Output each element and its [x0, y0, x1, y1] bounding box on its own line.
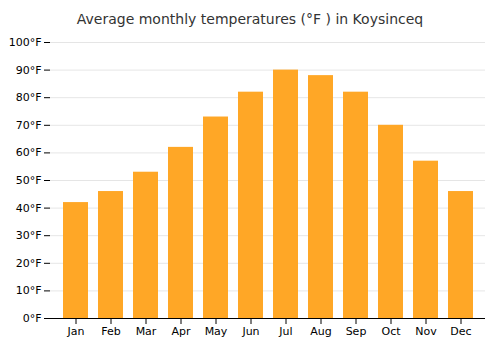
svg-text:Aug: Aug — [310, 325, 331, 338]
svg-text:30°F: 30°F — [16, 229, 42, 242]
svg-text:20°F: 20°F — [16, 257, 42, 270]
svg-text:50°F: 50°F — [16, 174, 42, 187]
svg-text:100°F: 100°F — [9, 36, 42, 49]
svg-text:Nov: Nov — [415, 325, 437, 338]
svg-text:Apr: Apr — [171, 325, 191, 338]
html-text:Average monthly temperatures (: Average monthly temperatures (°F ) in Ko… — [76, 11, 424, 27]
svg-text:60°F: 60°F — [16, 146, 42, 159]
svg-text:40°F: 40°F — [16, 202, 42, 215]
svg-text:Sep: Sep — [346, 325, 367, 338]
svg-text:0°F: 0°F — [23, 312, 42, 325]
svg-text:Jan: Jan — [67, 325, 85, 338]
svg-text:Dec: Dec — [450, 325, 471, 338]
svg-text:Oct: Oct — [381, 325, 401, 338]
svg-text:90°F: 90°F — [16, 64, 42, 77]
svg-text:Jul: Jul — [278, 325, 292, 338]
svg-text:70°F: 70°F — [16, 119, 42, 132]
svg-text:10°F: 10°F — [16, 284, 42, 297]
svg-text:May: May — [205, 325, 228, 338]
svg-text:Mar: Mar — [136, 325, 157, 338]
svg-text:Feb: Feb — [101, 325, 120, 338]
svg-text:Jun: Jun — [241, 325, 259, 338]
svg-text:80°F: 80°F — [16, 91, 42, 104]
